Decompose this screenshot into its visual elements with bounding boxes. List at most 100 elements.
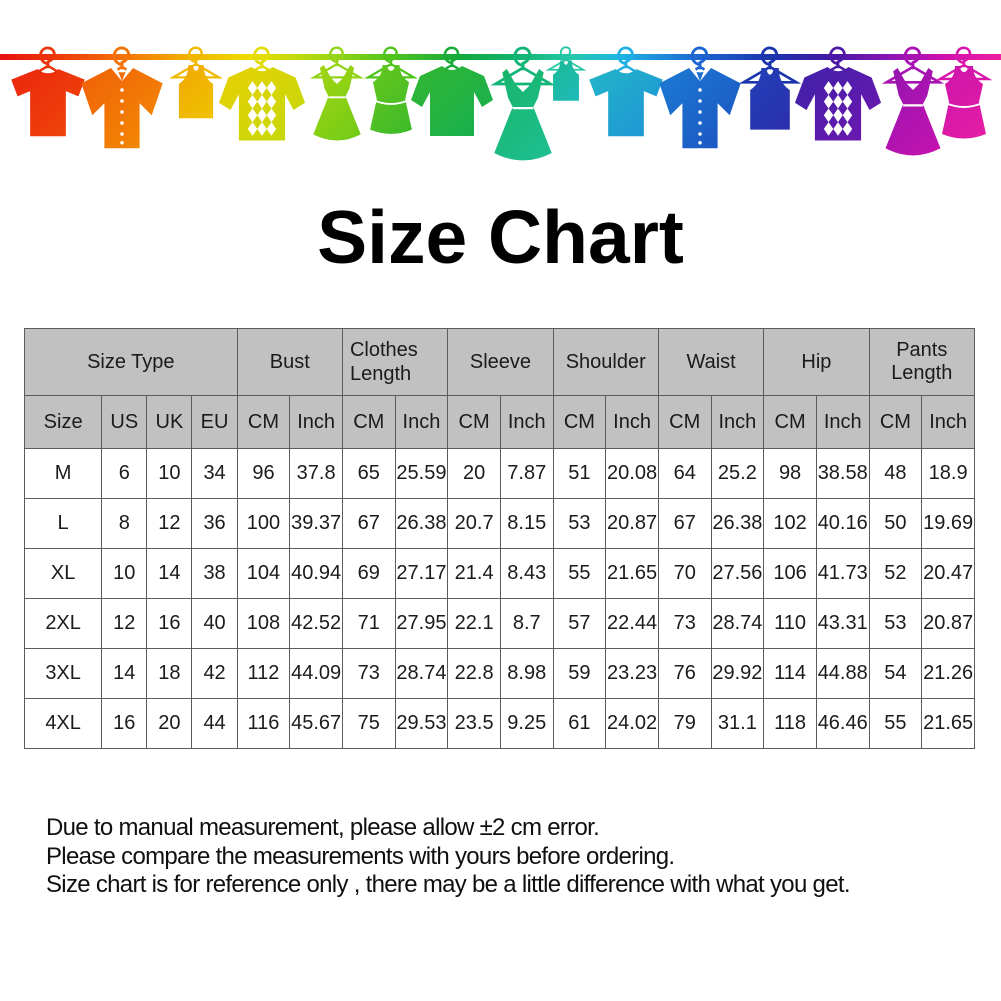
value-cell: 55: [868, 698, 923, 749]
subheader-cell: Inch: [499, 395, 554, 449]
value-cell: 14: [146, 548, 193, 599]
value-cell: 53: [552, 498, 607, 549]
value-cell: 16: [146, 598, 193, 649]
value-cell: 6: [101, 448, 148, 499]
value-cell: 61: [552, 698, 607, 749]
subheader-cell: Inch: [710, 395, 765, 449]
value-cell: 27.95: [394, 598, 449, 649]
value-cell: 21.65: [921, 698, 975, 749]
teal-tank-top-icon: [545, 46, 587, 101]
cyan-tshirt-icon: [589, 46, 663, 137]
value-cell: 12: [146, 498, 193, 549]
value-cell: 20.47: [921, 548, 975, 599]
subheader-cell: EU: [191, 395, 238, 449]
note-line-1: Due to manual measurement, please allow …: [46, 814, 600, 841]
value-cell: 26.38: [394, 498, 449, 549]
value-cell: 73: [657, 598, 712, 649]
value-cell: 73: [341, 648, 396, 699]
hanger-hook-icon: [328, 46, 344, 67]
value-cell: 25.59: [394, 448, 449, 499]
subheader-cell: CM: [868, 395, 923, 449]
hanger-hook-icon: [760, 46, 779, 70]
note-line-3: Size chart is for reference only , there…: [46, 871, 850, 898]
page-title: Size Chart: [317, 195, 684, 279]
value-cell: 41.73: [815, 548, 870, 599]
clothesline-banner: [0, 46, 1001, 161]
value-cell: 20: [447, 448, 501, 499]
table-row: 2XL 12 16 40 108 42.52 71 27.95 22.1 8.7 57 22.44 73…: [23, 598, 975, 649]
value-cell: 75: [341, 698, 396, 749]
magenta-dress-icon: [881, 46, 945, 156]
value-cell: 57: [552, 598, 607, 649]
table-row: L 8 12 36 100 39.37 67 26.38 20.7 8.15 53 20.87 67 26…: [23, 498, 975, 549]
value-cell: 48: [868, 448, 923, 499]
subheader-cell: Inch: [394, 395, 449, 449]
value-cell: 12: [101, 598, 148, 649]
hanger-hook-icon: [39, 46, 56, 69]
value-cell: 20.87: [921, 598, 975, 649]
value-cell: 20.87: [605, 498, 659, 549]
value-cell: 55: [552, 548, 607, 599]
value-cell: 67: [341, 498, 396, 549]
group-header-cell: Bust: [236, 328, 343, 396]
value-cell: 69: [341, 548, 396, 599]
value-cell: 65: [341, 448, 396, 499]
value-cell: 104: [236, 548, 291, 599]
value-cell: 21.26: [921, 648, 975, 699]
value-cell: 40.94: [289, 548, 343, 599]
size-cell: 3XL: [23, 648, 103, 699]
value-cell: 110: [763, 598, 817, 649]
measurement-notes: Due to manual measurement, please allow …: [46, 814, 850, 900]
emerald-dress-icon: [490, 46, 556, 161]
value-cell: 28.74: [710, 598, 765, 649]
table-row: M 6 10 34 96 37.8 65 25.59 20 7.87 51 20.08 64 25.2 98…: [23, 448, 975, 499]
value-cell: 10: [101, 548, 148, 599]
value-cell: 29.92: [710, 648, 765, 699]
subheader-cell: Inch: [921, 395, 975, 449]
green-sweater-icon: [411, 46, 493, 136]
value-cell: 16: [101, 698, 148, 749]
value-cell: 44.88: [815, 648, 870, 699]
value-cell: 22.1: [447, 598, 501, 649]
value-cell: 18.9: [921, 448, 975, 499]
value-cell: 51: [552, 448, 607, 499]
value-cell: 39.37: [289, 498, 343, 549]
hanger-hook-icon: [559, 46, 572, 62]
value-cell: 22.8: [447, 648, 501, 699]
blue-shirt-icon: [659, 46, 741, 149]
value-cell: 50: [868, 498, 923, 549]
value-cell: 27.17: [394, 548, 449, 599]
hanger-hook-icon: [443, 46, 460, 68]
value-cell: 29.53: [394, 698, 449, 749]
value-cell: 64: [657, 448, 712, 499]
hanger-hook-icon: [112, 46, 131, 70]
subheader-cell: CM: [657, 395, 712, 449]
value-cell: 24.02: [605, 698, 659, 749]
value-cell: 26.38: [710, 498, 765, 549]
value-cell: 54: [868, 648, 923, 699]
note-line-2: Please compare the measurements with you…: [46, 842, 675, 870]
table-row: 4XL 16 20 44 116 45.67 75 29.53 23.5 9.25 61 24.02 7…: [23, 698, 975, 749]
value-cell: 10: [146, 448, 193, 499]
hanger-hook-icon: [690, 46, 709, 70]
value-cell: 70: [657, 548, 712, 599]
subheader-cell: CM: [763, 395, 817, 449]
value-cell: 53: [868, 598, 923, 649]
value-cell: 18: [146, 648, 193, 699]
value-cell: 44: [191, 698, 238, 749]
table-subheader-row: Size US UK EU CM Inch CM Inch CM Inch CM Inch CM Inch…: [23, 395, 975, 449]
subheader-cell: Inch: [289, 395, 343, 449]
value-cell: 21.4: [447, 548, 501, 599]
group-header-cell: Shoulder: [552, 328, 659, 396]
purple-argyle-sweater-icon: [794, 46, 882, 141]
value-cell: 9.25: [499, 698, 554, 749]
value-cell: 20.08: [605, 448, 659, 499]
value-cell: 20.7: [447, 498, 501, 549]
value-cell: 36: [191, 498, 238, 549]
subheader-cell: CM: [236, 395, 291, 449]
value-cell: 8: [101, 498, 148, 549]
table-group-header-row: Size Type Bust Clothes Length Sleeve Shoulde…: [24, 328, 976, 396]
size-cell: 2XL: [23, 598, 103, 649]
value-cell: 116: [236, 698, 291, 749]
value-cell: 19.69: [921, 498, 975, 549]
